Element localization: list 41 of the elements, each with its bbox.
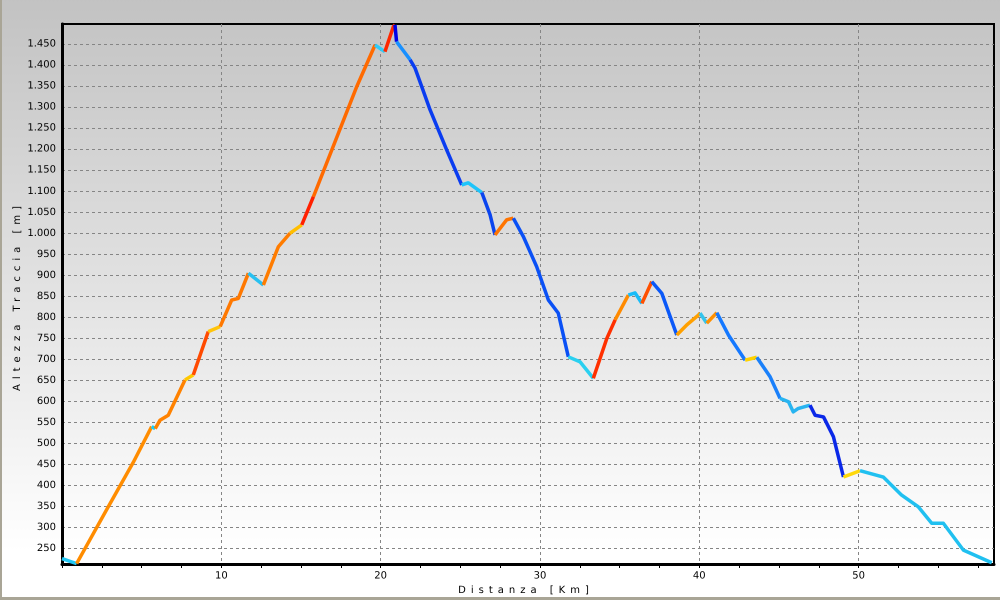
y-tick-label: 1.400 xyxy=(27,60,56,71)
line-series xyxy=(153,378,187,430)
y-axis-title: Altezza Traccia [m] xyxy=(12,201,24,391)
y-tick-label: 900 xyxy=(36,270,56,281)
y-tick-label: 550 xyxy=(36,416,56,428)
y-tick-label: 1.250 xyxy=(27,122,56,134)
y-tick-label: 350 xyxy=(36,500,56,512)
x-tick-label: 10 xyxy=(214,570,228,582)
y-tick-label: 1.150 xyxy=(27,164,56,176)
x-tick-label: 30 xyxy=(534,570,546,582)
y-tick-label: 450 xyxy=(36,458,56,470)
y-tick-label: 850 xyxy=(36,290,56,302)
line-series xyxy=(675,311,702,337)
x-tick-label: 50 xyxy=(852,570,865,582)
y-tick-label: 1.450 xyxy=(27,38,56,50)
line-series xyxy=(858,468,994,564)
line-series xyxy=(512,216,570,359)
y-tick-label: 600 xyxy=(36,396,56,407)
y-tick-label: 500 xyxy=(36,438,56,449)
line-series xyxy=(218,271,250,328)
y-tick-label: 250 xyxy=(36,542,56,554)
y-tick-label: 1.200 xyxy=(27,144,56,155)
line-series xyxy=(408,58,464,187)
y-tick-label: 1.050 xyxy=(27,206,56,218)
x-tick-label: 20 xyxy=(374,570,387,582)
line-series xyxy=(778,396,812,414)
y-tick-label: 1.000 xyxy=(27,228,56,239)
y-tick-label: 1.300 xyxy=(27,102,56,113)
y-tick-label: 650 xyxy=(36,374,56,386)
line-series xyxy=(74,424,154,566)
x-tick-label: 40 xyxy=(692,570,706,582)
y-tick-label: 700 xyxy=(36,354,56,365)
y-tick-label: 1.100 xyxy=(27,186,56,197)
line-series xyxy=(808,403,846,479)
y-tick-label: 400 xyxy=(36,480,56,491)
y-tick-label: 300 xyxy=(36,522,56,533)
y-tick-label: 1.350 xyxy=(27,80,56,92)
x-axis-title: Distanza [Km] xyxy=(458,585,594,597)
y-tick-label: 750 xyxy=(36,332,56,344)
y-tick-label: 950 xyxy=(36,248,56,260)
y-tick-label: 800 xyxy=(36,312,56,323)
